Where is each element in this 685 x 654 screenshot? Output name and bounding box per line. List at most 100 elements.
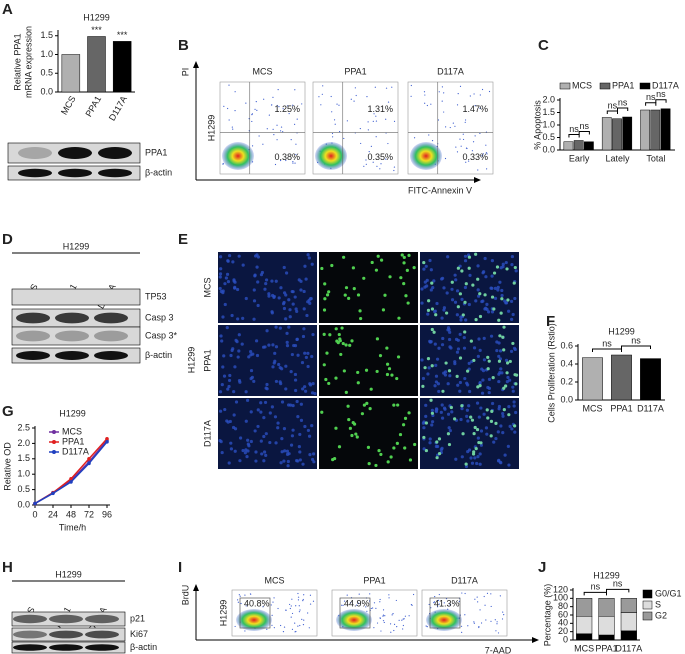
blot-band — [13, 614, 47, 624]
nucleus — [500, 293, 504, 298]
event-dot — [370, 145, 372, 148]
event-dot — [367, 121, 369, 123]
nucleus — [227, 253, 232, 258]
nucleus — [294, 307, 298, 311]
bar — [640, 358, 661, 401]
edu-cell — [474, 252, 478, 256]
blot-band — [16, 312, 50, 324]
nucleus — [262, 416, 266, 420]
nucleus — [425, 278, 429, 282]
event-dot — [458, 600, 460, 603]
event-dot — [484, 604, 486, 606]
event-dot — [222, 162, 224, 165]
edu-cell — [437, 452, 442, 456]
nucleus — [231, 347, 235, 351]
edu-cell — [375, 337, 380, 341]
nucleus — [255, 265, 259, 269]
bar — [584, 141, 594, 151]
y-tick-label: 0 — [563, 634, 568, 644]
nucleus — [296, 353, 300, 357]
flow-y-label: PI — [180, 68, 190, 77]
event-dot — [339, 130, 341, 133]
band-label: Ki67 — [130, 629, 148, 639]
nucleus — [232, 279, 236, 283]
nucleus — [295, 399, 299, 404]
nucleus — [262, 434, 266, 439]
nucleus — [510, 427, 514, 431]
nucleus — [495, 348, 499, 353]
row-label: H1299 — [206, 115, 216, 142]
nucleus — [264, 453, 268, 457]
event-dot — [490, 620, 492, 622]
significance: *** — [91, 25, 102, 35]
event-dot — [467, 160, 470, 162]
nucleus — [492, 440, 496, 444]
nucleus — [252, 379, 256, 383]
bar-segment — [598, 598, 615, 617]
event-dot — [424, 102, 426, 104]
event-dot — [262, 606, 264, 608]
edu-cell — [403, 416, 408, 420]
edu-cell — [430, 411, 435, 415]
edu-cell — [497, 318, 501, 322]
edu-cell — [430, 307, 435, 311]
legend-swatch — [639, 82, 651, 90]
event-density — [410, 142, 442, 170]
event-dot — [278, 105, 280, 108]
blot-band — [16, 351, 50, 360]
event-dot — [473, 622, 475, 624]
nucleus — [481, 271, 485, 275]
edu-cell — [367, 462, 371, 466]
edu-cell — [368, 406, 372, 411]
event-dot — [336, 103, 338, 105]
nucleus — [441, 336, 445, 341]
y-axis-label: Relative OD — [2, 442, 12, 491]
y-tick-label: 20 — [558, 626, 568, 636]
nucleus — [277, 362, 281, 367]
event-dot — [426, 626, 428, 628]
blot-band — [18, 168, 52, 178]
event-dot — [369, 593, 371, 595]
event-dot — [299, 624, 301, 627]
event-dot — [312, 600, 315, 602]
event-dot — [244, 630, 246, 632]
event-dot — [292, 162, 294, 164]
blot-band — [58, 168, 92, 178]
edu-cell — [374, 463, 378, 468]
nucleus — [508, 378, 512, 382]
event-dot — [354, 87, 356, 89]
nucleus — [281, 302, 286, 306]
edu-cell — [444, 361, 448, 365]
event-dot — [353, 100, 355, 102]
edu-cell — [325, 293, 330, 297]
nucleus — [285, 343, 290, 348]
event-dot — [365, 606, 367, 608]
nucleus — [267, 292, 271, 296]
nucleus — [294, 388, 298, 393]
event-dot — [285, 609, 287, 611]
point — [87, 457, 91, 461]
event-dot — [292, 104, 294, 106]
nucleus — [432, 279, 436, 283]
nucleus — [263, 450, 267, 454]
plot-title: MCS — [253, 66, 273, 76]
nucleus — [259, 410, 263, 414]
event-density — [336, 609, 372, 631]
event-dot — [459, 85, 462, 87]
nucleus — [249, 353, 253, 357]
legend-marker — [52, 450, 56, 454]
nucleus — [504, 260, 508, 265]
event-dot — [309, 603, 312, 605]
edu-cell — [320, 266, 324, 271]
edu-cell — [506, 298, 510, 302]
nucleus — [244, 419, 248, 423]
event-dot — [342, 604, 344, 606]
edu-cell — [366, 445, 371, 450]
nucleus — [233, 449, 237, 453]
nucleus — [239, 436, 243, 440]
nucleus — [307, 434, 312, 438]
nucleus — [478, 348, 482, 352]
nucleus — [280, 450, 284, 454]
legend-label: MCS — [572, 80, 592, 90]
nucleus — [253, 429, 257, 433]
